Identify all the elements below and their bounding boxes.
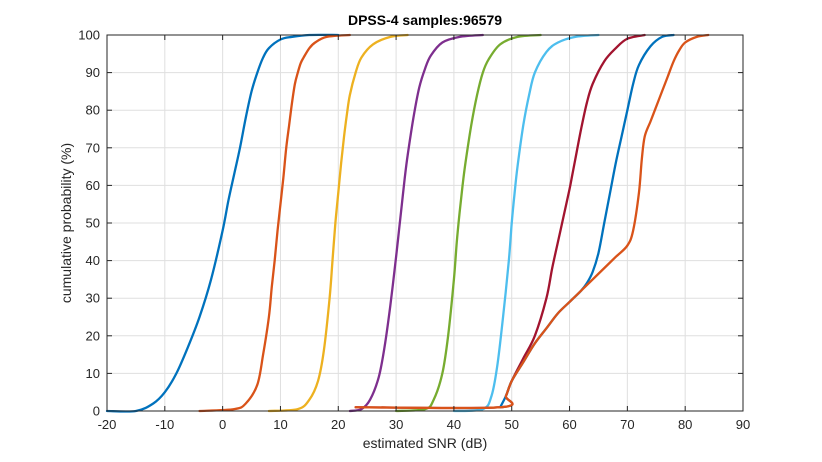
x-tick-label: -20 bbox=[98, 417, 117, 432]
series-line-series-2 bbox=[198, 33, 351, 413]
y-tick-label: 50 bbox=[86, 216, 100, 231]
y-tick-label: 20 bbox=[86, 328, 100, 343]
y-tick-label: 0 bbox=[93, 404, 100, 419]
plot-lines bbox=[105, 33, 710, 413]
series-line-series-3 bbox=[267, 33, 409, 413]
x-axis-label: estimated SNR (dB) bbox=[363, 435, 487, 451]
series-line-series-9 bbox=[354, 33, 710, 410]
x-tick-label: 30 bbox=[389, 417, 403, 432]
series-line-series-4 bbox=[348, 33, 484, 413]
y-tick-label: 100 bbox=[78, 28, 100, 43]
x-tick-label: 90 bbox=[736, 417, 750, 432]
y-tick-label: 60 bbox=[86, 178, 100, 193]
x-tick-label: 0 bbox=[219, 417, 226, 432]
x-tick-label: 80 bbox=[678, 417, 692, 432]
y-tick-label: 80 bbox=[86, 103, 100, 118]
x-tick-label: 70 bbox=[620, 417, 634, 432]
y-tick-label: 40 bbox=[86, 253, 100, 268]
series-line-series-6 bbox=[452, 33, 600, 413]
x-tick-label: 10 bbox=[273, 417, 287, 432]
y-tick-label: 30 bbox=[86, 291, 100, 306]
y-tick-label: 10 bbox=[86, 366, 100, 381]
x-tick-label: -10 bbox=[155, 417, 174, 432]
chart-title: DPSS-4 samples:96579 bbox=[348, 12, 502, 28]
y-tick-label: 90 bbox=[86, 65, 100, 80]
axis-ticks: -20 -10 0 10 20 30 40 50 60 70 80 90 0 10 20 30 40 50 60 70… bbox=[78, 28, 750, 433]
grid bbox=[107, 35, 743, 411]
y-axis-label: cumulative probability (%) bbox=[58, 143, 74, 303]
x-tick-label: 50 bbox=[504, 417, 518, 432]
series-line-series-5 bbox=[394, 33, 542, 413]
y-tick-label: 70 bbox=[86, 140, 100, 155]
series-line-series-1 bbox=[105, 33, 340, 413]
x-tick-label: 60 bbox=[562, 417, 576, 432]
x-tick-label: 20 bbox=[331, 417, 345, 432]
x-tick-label: 40 bbox=[447, 417, 461, 432]
